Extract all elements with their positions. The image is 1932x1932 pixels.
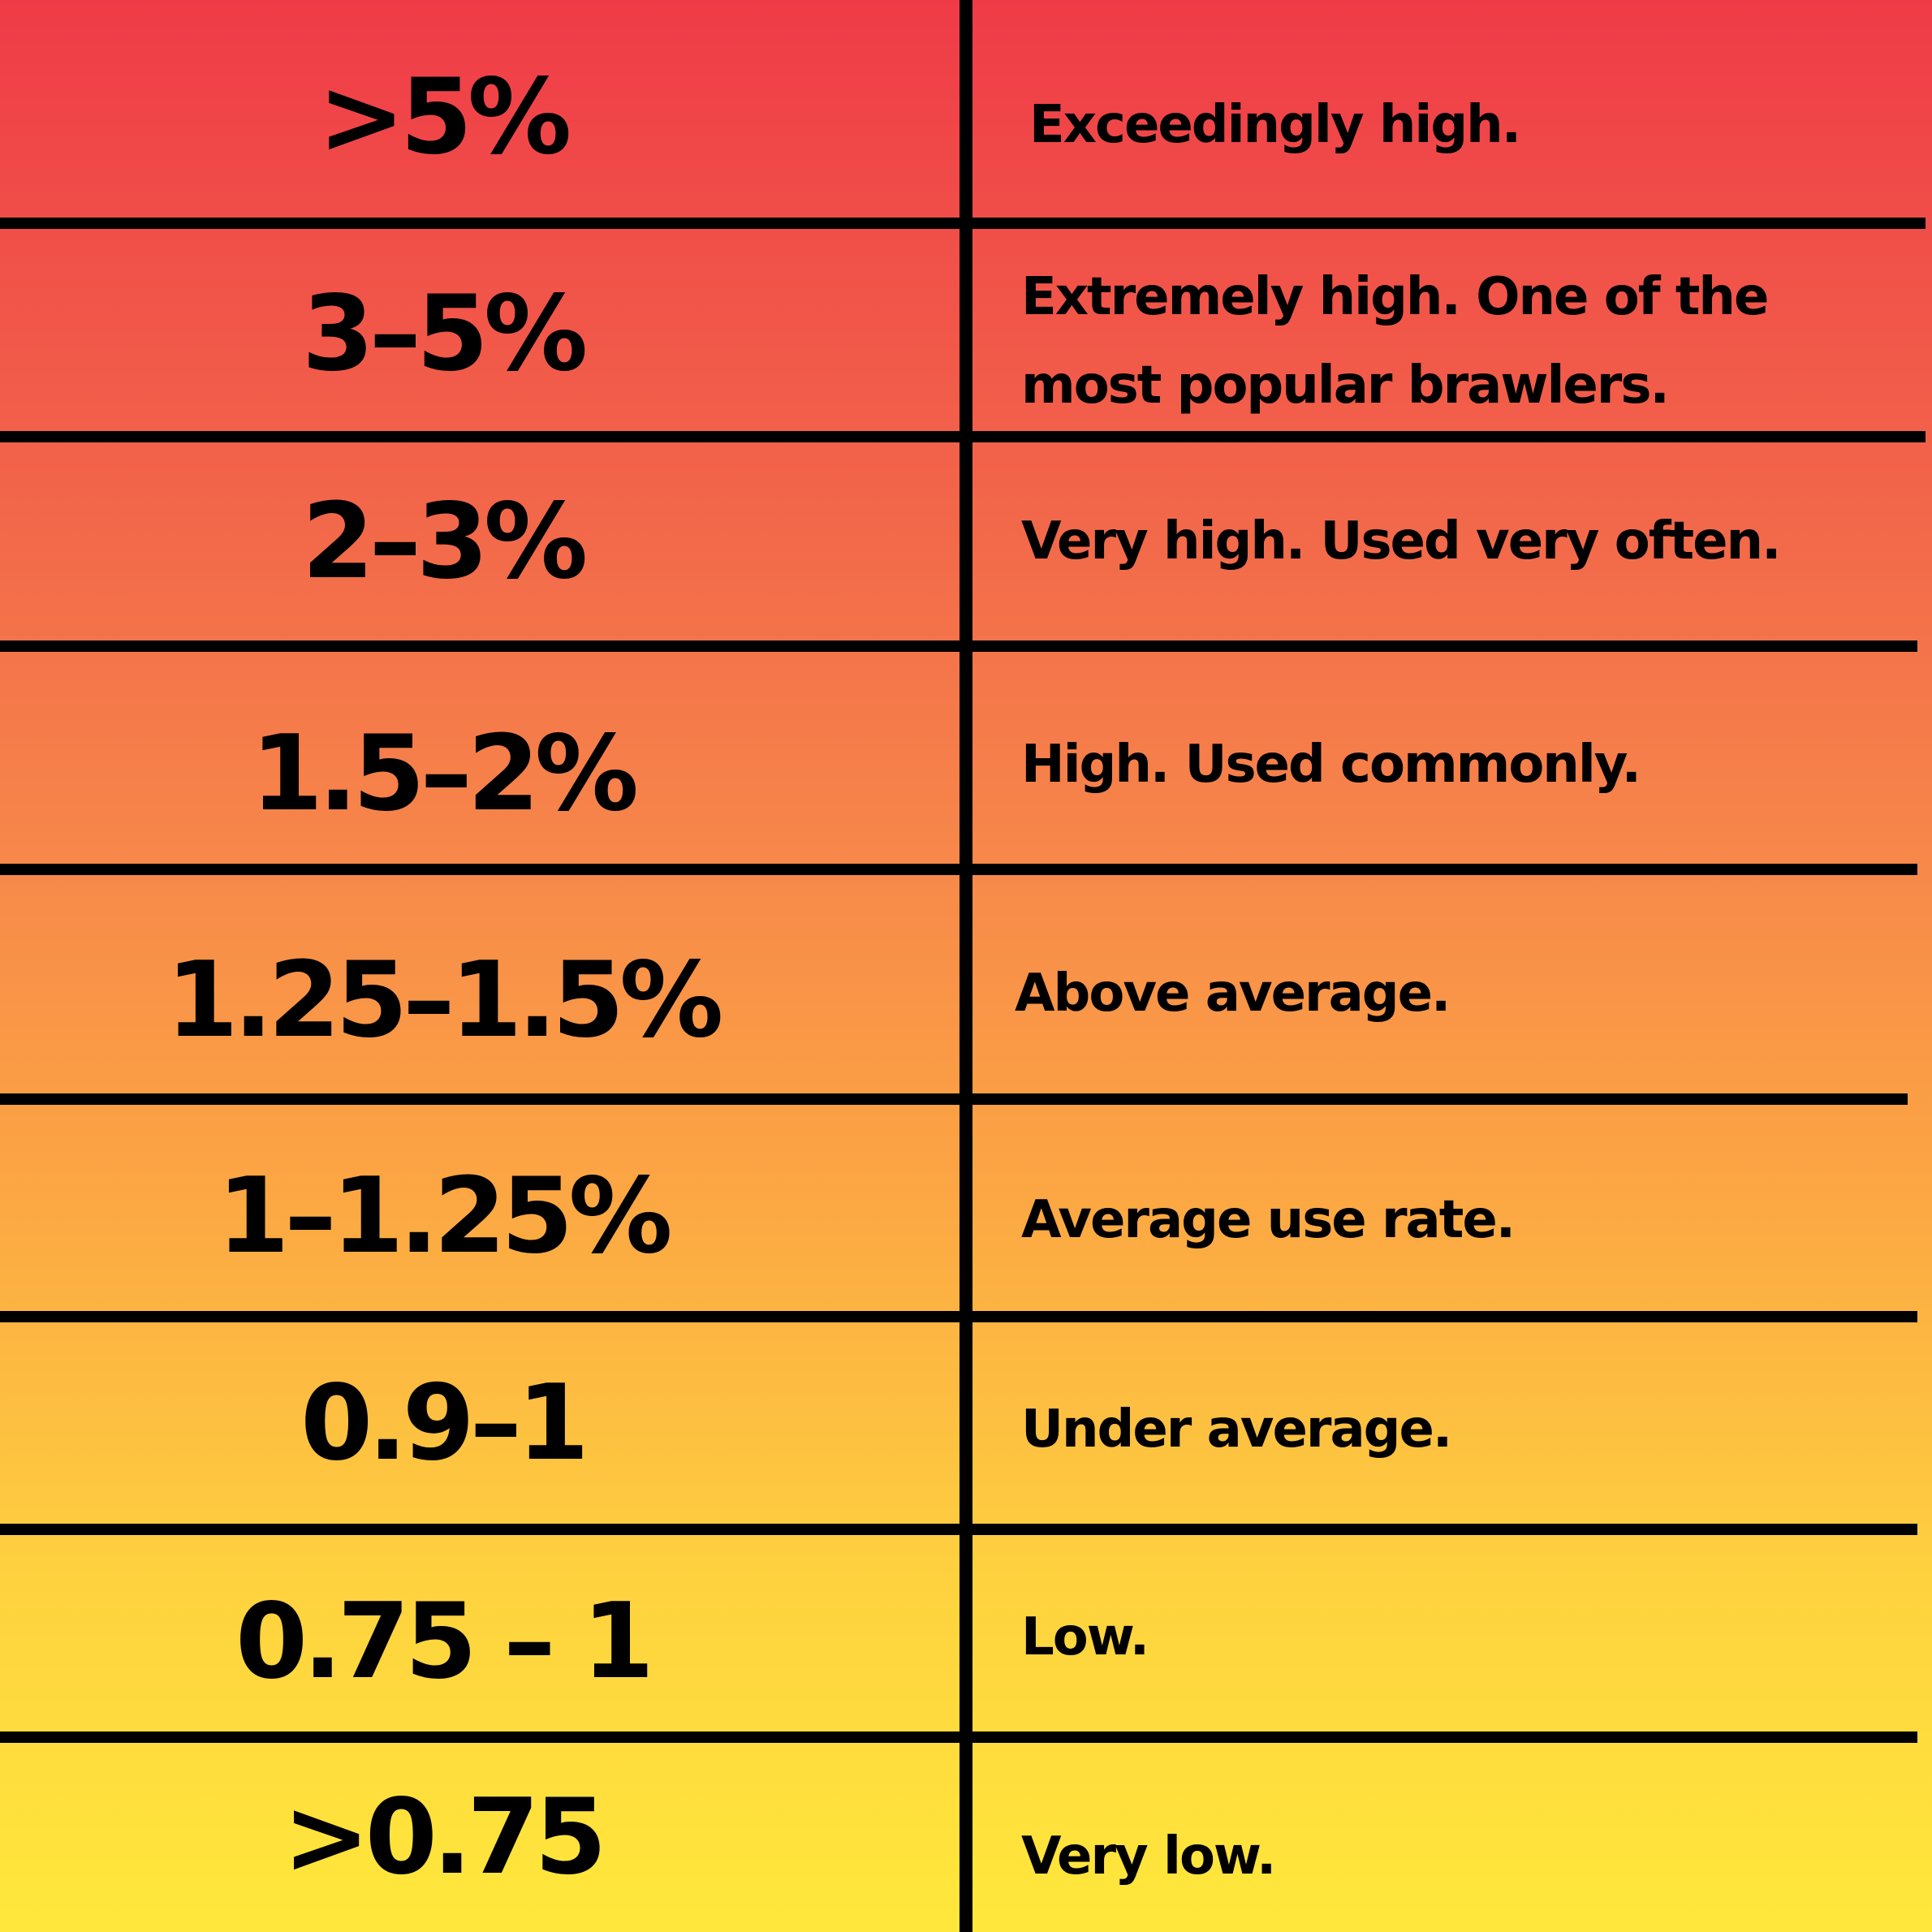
- range-cell: 1.5–2%: [250, 714, 639, 834]
- description-cell: Very low.: [1021, 1826, 1276, 1887]
- table-row: >0.75 Very low.: [0, 1743, 1932, 1932]
- row-divider: [0, 864, 1917, 875]
- range-cell: 2–3%: [301, 481, 588, 602]
- row-divider: [0, 431, 1926, 442]
- table-row: 0.75 – 1 Low.: [0, 1535, 1932, 1731]
- range-cell: >0.75: [282, 1777, 606, 1898]
- description-cell: Extremely high. One of the most popular …: [1021, 267, 1769, 416]
- row-divider: [0, 1524, 1917, 1535]
- table-row: 1.25–1.5% Above average.: [0, 875, 1932, 1093]
- table-row: 1.5–2% High. Used commonly.: [0, 652, 1932, 864]
- table-row: 3–5% Extremely high. One of the most pop…: [0, 229, 1932, 431]
- range-cell: >5%: [317, 56, 572, 178]
- description-cell: Average use rate.: [1021, 1190, 1516, 1250]
- description-cell: Low.: [1021, 1607, 1149, 1667]
- table-row: 2–3% Very high. Used very often.: [0, 442, 1932, 640]
- row-divider: [0, 1093, 1908, 1105]
- range-cell: 1.25–1.5%: [166, 940, 724, 1061]
- row-divider: [0, 1731, 1917, 1743]
- range-cell: 0.75 – 1: [235, 1581, 654, 1702]
- column-divider: [960, 0, 972, 1932]
- description-cell: Under average.: [1021, 1399, 1452, 1460]
- range-cell: 3–5%: [301, 274, 588, 395]
- range-cell: 0.9–1: [300, 1362, 589, 1484]
- description-cell: Above average.: [1015, 964, 1451, 1024]
- range-cell: 1–1.25%: [217, 1155, 672, 1277]
- description-cell: Very high. Used very often.: [1021, 511, 1781, 571]
- row-divider: [0, 1311, 1917, 1322]
- description-cell: High. Used commonly.: [1021, 735, 1641, 795]
- table-row: 1–1.25% Average use rate.: [0, 1105, 1932, 1311]
- description-cell: Exceedingly high.: [1029, 95, 1521, 155]
- row-divider: [0, 640, 1917, 652]
- row-divider: [0, 218, 1926, 229]
- table-row: >5% Exceedingly high.: [0, 0, 1932, 218]
- table-row: 0.9–1 Under average.: [0, 1322, 1932, 1524]
